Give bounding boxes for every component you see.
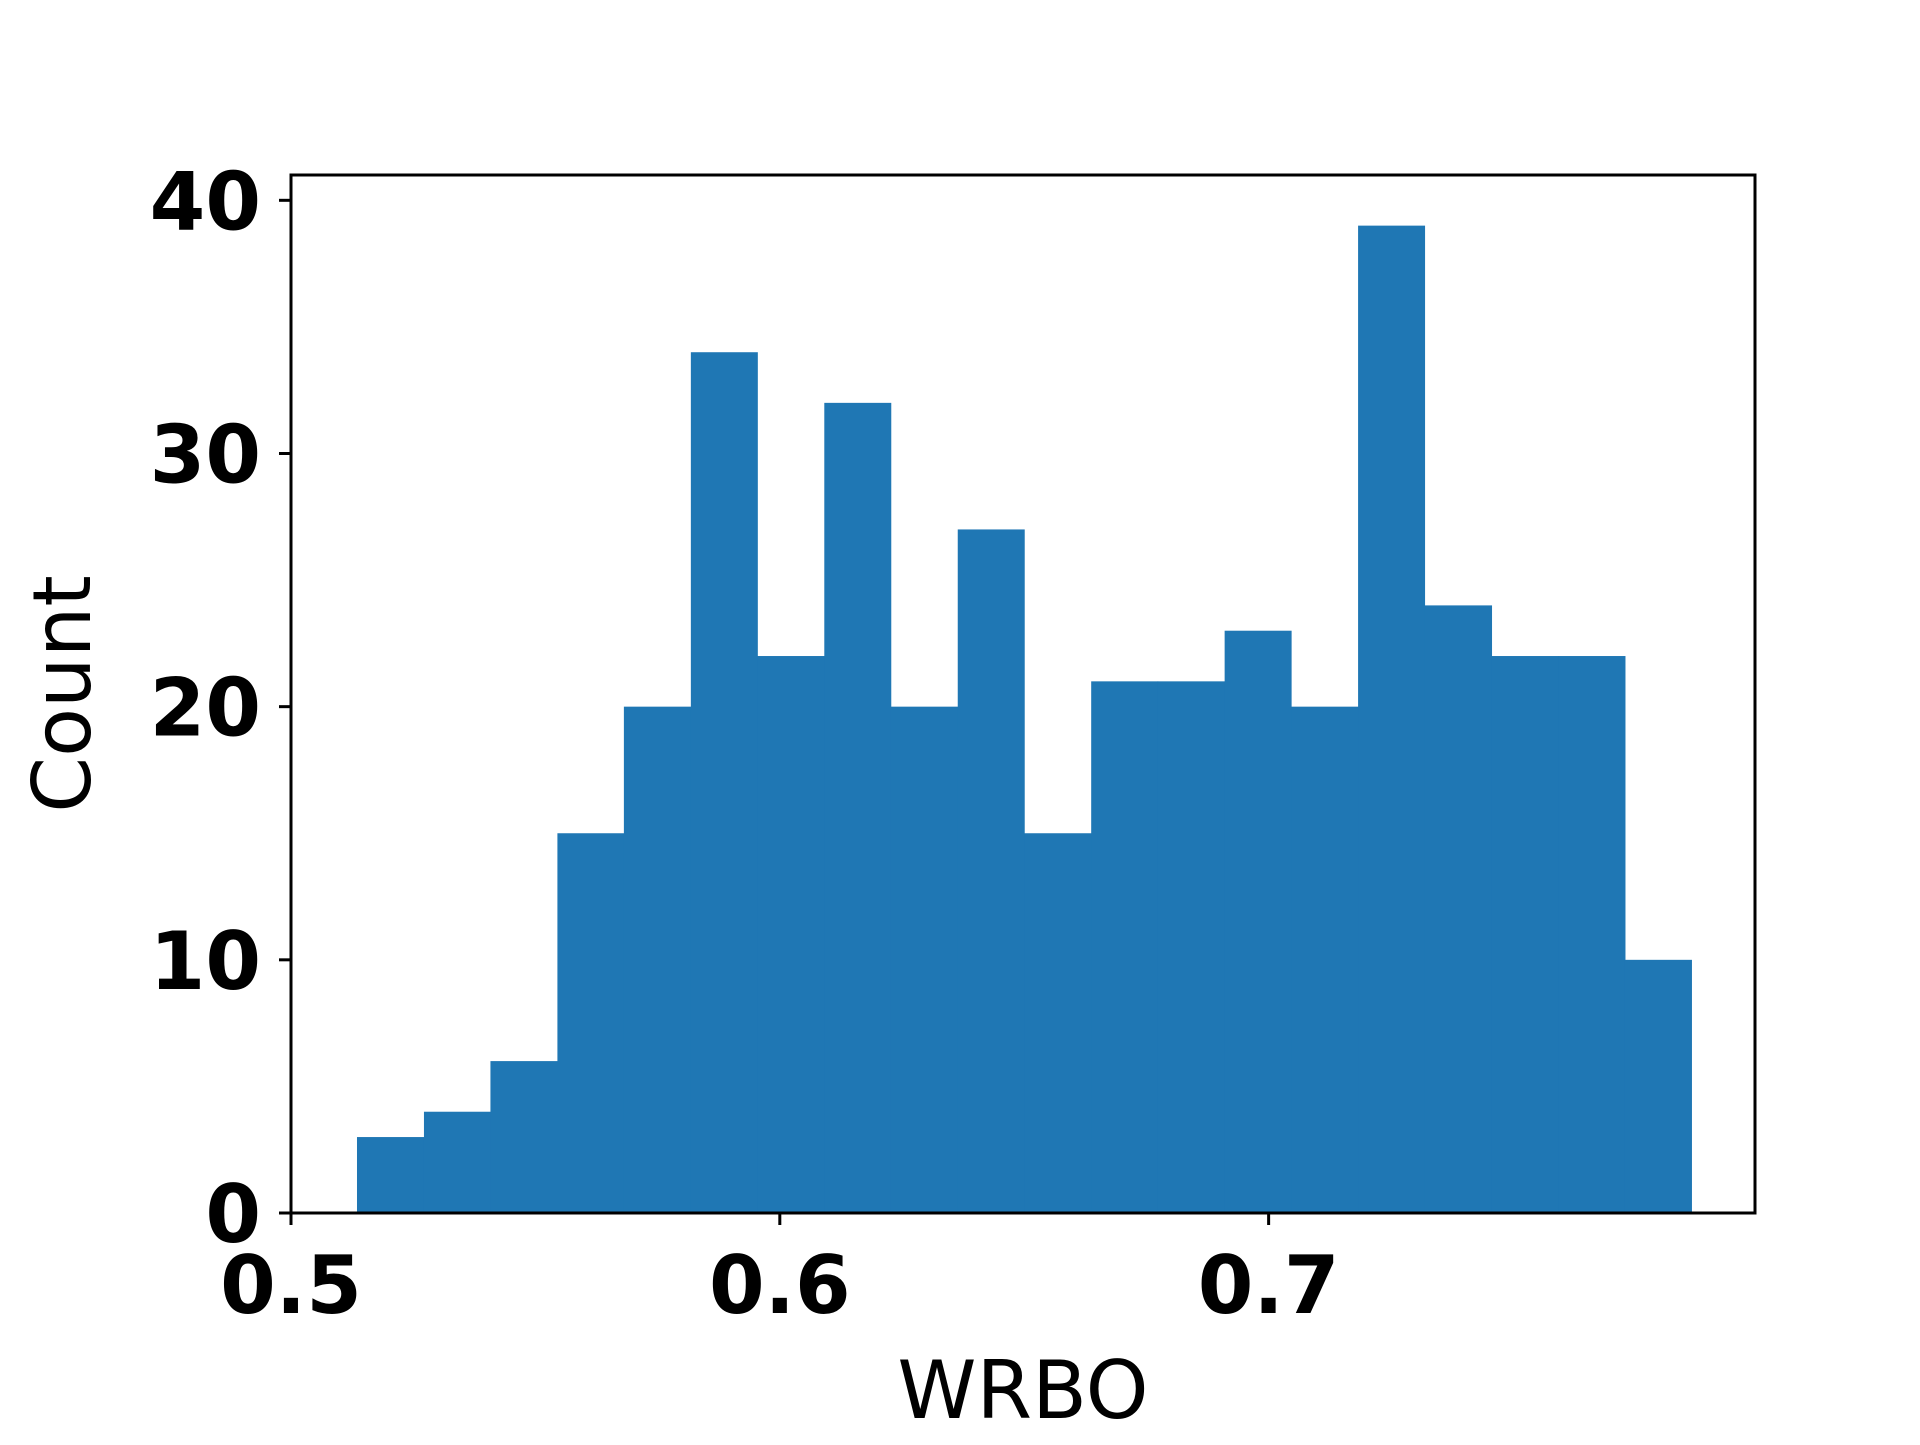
histogram-bar [1558,656,1626,1213]
histogram-bar [623,706,692,1213]
y-tick-label: 40 [150,155,261,248]
histogram-bar [757,656,825,1213]
histogram-bar [1624,959,1692,1213]
plot-frame [289,173,1757,1215]
y-axis-title: Count [16,575,109,813]
histogram-bar [824,402,892,1214]
x-tick-label: 0.7 [1198,1239,1340,1332]
histogram-bar [1091,681,1159,1213]
x-tick-label: 0.6 [709,1239,851,1332]
bars-layer [356,225,1692,1214]
x-axis-title: WRBO [897,1344,1148,1437]
histogram-bar [1224,630,1292,1213]
histogram-bar [490,1061,558,1213]
y-tick-label: 30 [150,408,261,501]
histogram-bar [890,706,959,1213]
histogram-bar [1291,706,1359,1213]
histogram-bar [423,1111,491,1213]
histogram-bar [690,352,758,1214]
x-tick-label: 0.5 [220,1239,362,1332]
histogram-bar [356,1137,425,1213]
histogram-bar [1157,681,1226,1213]
histogram-bar [1024,833,1092,1213]
histogram-bar [957,529,1025,1213]
histogram-bar [1358,225,1426,1213]
histogram-bar [1491,656,1559,1213]
ticks-layer: 0.5 0.6 0.7 0 10 20 30 40 [150,155,1340,1332]
y-tick-label: 0 [205,1168,261,1261]
y-tick-label: 10 [150,915,261,1008]
histogram-bar [1424,605,1493,1213]
histogram-bar [557,833,625,1213]
y-tick-label: 20 [150,662,261,755]
